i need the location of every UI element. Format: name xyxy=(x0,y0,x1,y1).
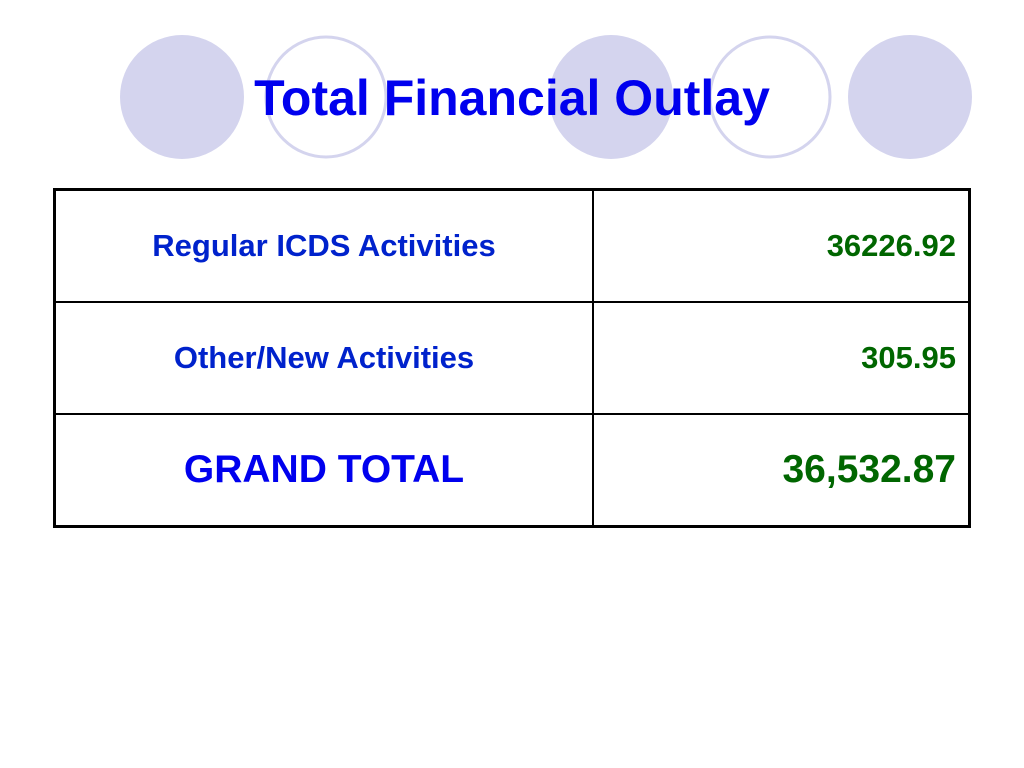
decoration xyxy=(120,35,972,159)
circle xyxy=(549,35,673,159)
circle xyxy=(120,35,244,159)
circle xyxy=(708,35,832,159)
table-row: Other/New Activities 305.95 xyxy=(53,301,971,415)
row-label: GRAND TOTAL xyxy=(53,413,594,528)
table-row: Regular ICDS Activities 36226.92 xyxy=(53,188,971,303)
circle xyxy=(264,35,388,159)
row-label: Regular ICDS Activities xyxy=(53,188,594,303)
row-value: 36226.92 xyxy=(592,188,971,303)
table-body: Regular ICDS Activities 36226.92 Other/New… xyxy=(53,188,971,528)
title: Total Financial Outlay xyxy=(254,70,770,126)
row-value: 305.95 xyxy=(592,301,971,415)
row-label: Other/New Activities xyxy=(53,301,594,415)
row-value: 36,532.87 xyxy=(592,413,971,528)
circle xyxy=(848,35,972,159)
table-row: GRAND TOTAL 36,532.87 xyxy=(53,413,971,528)
outlay-table: Regular ICDS Activities 36226.92 Other/New… xyxy=(53,188,971,528)
